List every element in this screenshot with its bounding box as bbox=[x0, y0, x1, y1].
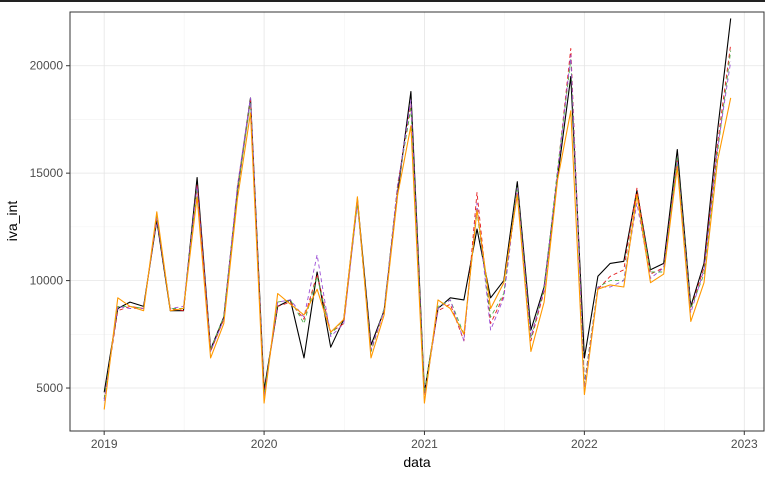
x-tick-label: 2023 bbox=[731, 437, 758, 451]
top-border bbox=[0, 0, 765, 2]
y-axis-title: iva_int bbox=[4, 201, 20, 242]
y-tick-label: 10000 bbox=[30, 274, 64, 288]
y-tick-label: 5000 bbox=[36, 381, 63, 395]
x-tick-label: 2021 bbox=[411, 437, 438, 451]
grid-major bbox=[70, 12, 764, 431]
y-axis: 5000 10000 15000 20000 bbox=[30, 59, 70, 395]
x-axis: 2019 2020 2021 2022 2023 bbox=[91, 431, 758, 451]
x-tick-label: 2020 bbox=[251, 437, 278, 451]
y-tick-label: 15000 bbox=[30, 166, 64, 180]
x-tick-label: 2022 bbox=[571, 437, 598, 451]
x-axis-title: data bbox=[403, 454, 430, 470]
series-line-5 bbox=[103, 97, 732, 410]
plot-border bbox=[69, 11, 765, 432]
series-layer bbox=[103, 18, 732, 410]
x-tick-label: 2019 bbox=[91, 437, 118, 451]
y-tick-label: 20000 bbox=[30, 59, 64, 73]
